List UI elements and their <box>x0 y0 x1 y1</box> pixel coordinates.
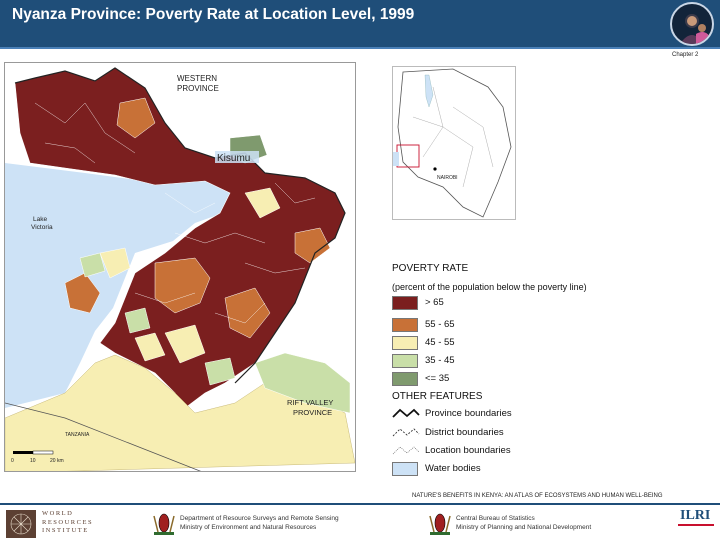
footer-divider <box>0 503 720 505</box>
atlas-citation: NATURE'S BENEFITS IN KENYA: AN ATLAS OF … <box>412 493 663 499</box>
map-legend: POVERTY RATE (percent of the population … <box>392 262 718 476</box>
scale-bar: 0 10 20 km <box>11 450 64 464</box>
chapter-logo <box>670 2 714 46</box>
lake-victoria-label-2: Victoria <box>31 224 53 231</box>
dashed-line-icon <box>392 428 420 437</box>
header-bar: Nyanza Province: Poverty Rate at Locatio… <box>0 0 720 49</box>
poverty-region-green-3 <box>204 357 236 386</box>
poverty-region-green-1 <box>79 252 106 278</box>
legend-title: POVERTY RATE <box>392 263 469 274</box>
poverty-region-orange-3 <box>116 97 156 139</box>
page-title: Nyanza Province: Poverty Rate at Locatio… <box>12 6 415 23</box>
legend-swatch <box>392 318 418 332</box>
poverty-region-yellow-4 <box>134 332 166 362</box>
tanzania-border <box>5 402 202 471</box>
province-boundary <box>14 67 346 384</box>
poverty-region-green-2 <box>124 307 151 334</box>
ilri-logo-bar <box>678 524 714 526</box>
legend-swatch <box>392 336 418 350</box>
dept-central-bureau: Central Bureau of Statistics Ministry of… <box>456 515 592 531</box>
western-province-label-1: WESTERN <box>177 74 217 83</box>
legend-swatch <box>392 354 418 368</box>
legend-swatch <box>392 296 418 310</box>
kisumu-label: Kisumu <box>217 153 250 164</box>
poverty-region-yellow-3 <box>244 187 281 219</box>
poverty-region-yellow-2 <box>164 324 206 364</box>
ilri-logo: ILRI <box>680 508 711 523</box>
poverty-region-orange-4 <box>64 272 101 314</box>
wri-wordmark: WORLD RESOURCES INSTITUTE <box>42 510 94 534</box>
nairobi-label: NAIROBI <box>437 175 458 181</box>
wri-logo-icon <box>6 510 36 538</box>
poverty-region-yellow-1 <box>99 247 131 279</box>
location-boundaries <box>34 102 316 324</box>
svg-text:10: 10 <box>30 458 36 464</box>
poverty-region-orange-2 <box>224 287 271 339</box>
lake-victoria-water <box>5 163 235 408</box>
kenya-outline <box>397 68 512 218</box>
nairobi-marker <box>433 167 437 171</box>
chapter-label: Chapter 2 <box>672 52 699 58</box>
dept-resource-surveys: Department of Resource Surveys and Remot… <box>180 515 339 531</box>
water-swatch <box>392 462 418 476</box>
thin-line-icon <box>392 446 420 455</box>
svg-text:0: 0 <box>11 458 14 464</box>
kenya-coat-of-arms-icon <box>429 513 451 535</box>
kenya-coat-of-arms-icon <box>153 513 175 535</box>
rift-valley-label-2: PROVINCE <box>293 408 332 417</box>
legend-subtitle: (percent of the population below the pov… <box>392 282 587 292</box>
western-province-label-2: PROVINCE <box>177 84 219 93</box>
legend-other-title: OTHER FEATURES <box>392 391 483 402</box>
rift-valley-label-1: RIFT VALLEY <box>287 398 333 407</box>
poverty-region-orange-1 <box>154 257 211 314</box>
lake-victoria-label-1: Lake <box>33 216 47 223</box>
lake-turkana <box>424 74 434 108</box>
svg-text:20 km: 20 km <box>50 458 64 464</box>
poverty-region-orange-5 <box>294 227 331 264</box>
kenya-locator-map: NAIROBI <box>392 66 516 220</box>
tanzania-label: TANZANIA <box>65 432 90 438</box>
thick-line-icon <box>392 408 420 418</box>
main-map: WESTERN PROVINCE Kisumu Lake Victoria RI… <box>4 62 356 472</box>
poverty-region-low-east <box>254 352 351 414</box>
legend-swatch <box>392 372 418 386</box>
